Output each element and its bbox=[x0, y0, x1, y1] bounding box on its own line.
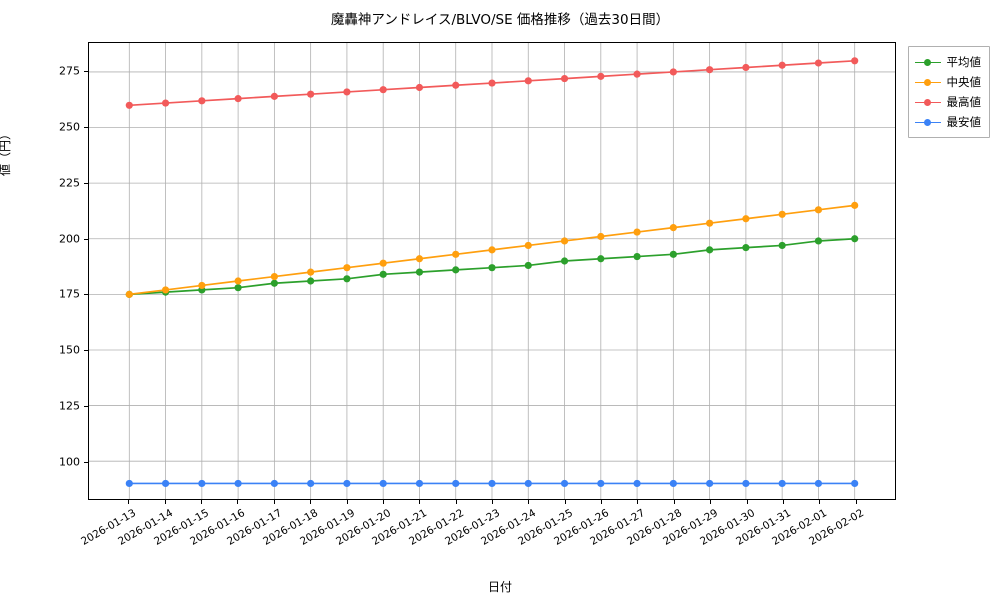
x-tick-mark bbox=[782, 500, 784, 504]
chart-title: 魔轟神アンドレイス/BLVO/SE 価格推移（過去30日間） bbox=[330, 12, 670, 28]
x-tick-mark bbox=[346, 500, 348, 504]
y-tick-mark bbox=[84, 126, 88, 128]
y-tick-label: 200 bbox=[59, 232, 80, 246]
legend-item: 最高値 bbox=[914, 92, 982, 112]
x-tick-mark bbox=[455, 500, 457, 504]
legend-item: 平均値 bbox=[914, 52, 982, 72]
x-tick-mark bbox=[310, 500, 312, 504]
legend-item: 中央値 bbox=[914, 72, 982, 92]
y-tick-mark bbox=[84, 350, 88, 352]
legend-label: 最高値 bbox=[946, 95, 982, 109]
x-axis-label: 日付 bbox=[487, 580, 512, 594]
x-tick-mark bbox=[746, 500, 748, 504]
chart-legend: 平均値中央値最高値最安値 bbox=[907, 46, 990, 138]
y-tick-mark bbox=[84, 71, 88, 73]
y-tick-label: 125 bbox=[59, 399, 80, 413]
legend-swatch bbox=[914, 76, 941, 88]
legend-swatch bbox=[914, 96, 941, 108]
x-tick-mark bbox=[201, 500, 203, 504]
legend-marker-icon bbox=[924, 58, 931, 66]
legend-marker-icon bbox=[924, 98, 931, 106]
y-tick-mark bbox=[84, 462, 88, 464]
y-tick-label: 225 bbox=[59, 176, 80, 190]
legend-label: 中央値 bbox=[946, 75, 982, 89]
legend-label: 平均値 bbox=[946, 55, 982, 69]
x-tick-mark bbox=[819, 500, 821, 504]
y-tick-label: 150 bbox=[59, 343, 80, 357]
x-tick-mark bbox=[164, 500, 166, 504]
y-axis-label-text: 値（円） bbox=[0, 128, 12, 177]
x-tick-mark bbox=[273, 500, 275, 504]
y-tick-mark bbox=[84, 238, 88, 240]
legend-marker-icon bbox=[924, 118, 931, 126]
x-tick-mark bbox=[601, 500, 603, 504]
x-tick-mark bbox=[710, 500, 712, 504]
x-tick-mark bbox=[564, 500, 566, 504]
y-tick-label: 250 bbox=[59, 120, 80, 134]
x-tick-mark bbox=[128, 500, 130, 504]
legend-item: 最安値 bbox=[914, 112, 982, 132]
legend-swatch bbox=[914, 116, 941, 128]
y-tick-mark bbox=[84, 406, 88, 408]
x-tick-mark bbox=[419, 500, 421, 504]
plot-area bbox=[88, 42, 896, 500]
y-tick-label: 175 bbox=[59, 287, 80, 301]
legend-swatch bbox=[914, 56, 941, 68]
y-tick-mark bbox=[84, 182, 88, 184]
x-tick-mark bbox=[492, 500, 493, 504]
x-tick-mark bbox=[673, 500, 675, 504]
y-tick-mark bbox=[84, 294, 88, 296]
x-tick-mark bbox=[237, 500, 239, 504]
y-tick-label: 100 bbox=[59, 455, 80, 469]
series-layer bbox=[125, 57, 859, 488]
y-axis-label: 値（円） bbox=[0, 72, 13, 232]
x-tick-mark bbox=[855, 500, 857, 504]
x-tick-mark bbox=[637, 500, 639, 504]
x-tick-mark bbox=[382, 500, 384, 504]
y-tick-label: 275 bbox=[59, 64, 80, 78]
x-tick-mark bbox=[528, 500, 530, 504]
legend-marker-icon bbox=[924, 78, 931, 86]
legend-label: 最安値 bbox=[946, 115, 982, 129]
